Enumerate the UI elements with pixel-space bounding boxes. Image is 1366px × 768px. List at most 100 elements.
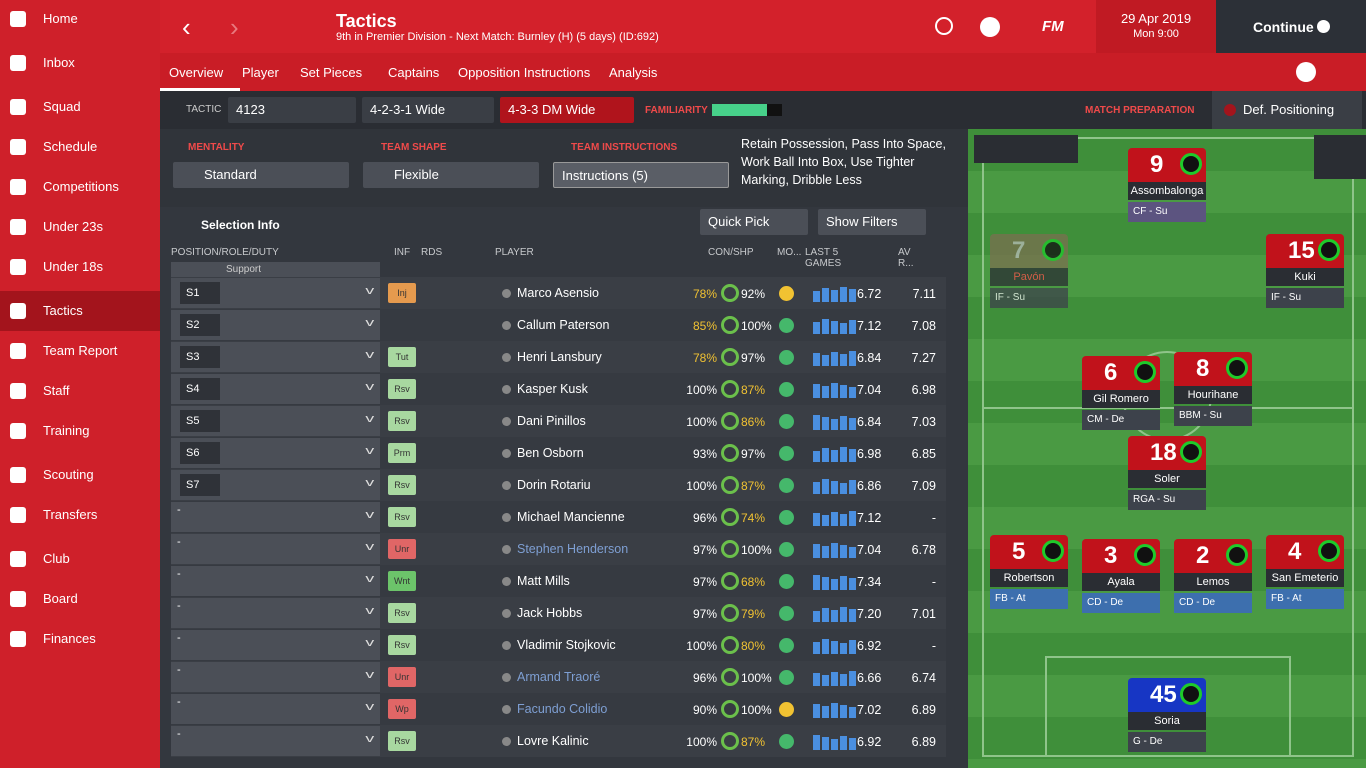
player-name[interactable]: Henri Lansbury xyxy=(517,350,602,364)
tab[interactable]: Opposition Instructions xyxy=(458,65,591,80)
nav-item[interactable]: Home xyxy=(0,0,160,39)
player-card[interactable]: 5 Robertson FB - At xyxy=(990,535,1068,611)
condition: 85% xyxy=(692,319,717,333)
table-row[interactable]: - v Rsv Lovre Kalinic 100% 87% 6.92 6.89 xyxy=(171,725,946,757)
player-name[interactable]: Vladimir Stojkovic xyxy=(517,638,616,652)
tab[interactable]: Overview xyxy=(169,65,224,80)
nav-item[interactable]: Competitions xyxy=(0,167,160,207)
instructions-button[interactable]: Instructions (5) xyxy=(553,162,729,188)
table-row[interactable]: S3 v Tut Henri Lansbury 78% 97% 6.84 7.27 xyxy=(171,341,946,373)
form-bar xyxy=(813,544,820,558)
formation-dropdown[interactable]: 4-2-3-1 Wide xyxy=(362,97,494,123)
tab[interactable]: Captains xyxy=(388,65,440,80)
player-card[interactable]: 9 Assombalonga CF - Su xyxy=(1128,148,1206,224)
table-row[interactable]: S6 v Prm Ben Osborn 93% 97% 6.98 6.85 xyxy=(171,437,946,469)
column-header[interactable]: CON/SHP xyxy=(708,247,754,258)
player-name[interactable]: Facundo Colidio xyxy=(517,702,608,716)
table-row[interactable]: - v Unr Armand Traoré 96% 100% 6.66 6.74 xyxy=(171,661,946,693)
column-header[interactable]: MO... xyxy=(777,247,802,258)
shape-dropdown[interactable]: Flexible xyxy=(363,162,539,188)
nav-item[interactable]: Training xyxy=(0,411,160,451)
nav-item[interactable]: Scouting xyxy=(0,455,160,495)
table-row[interactable]: - v Rsv Jack Hobbs 97% 79% 7.20 7.01 xyxy=(171,597,946,629)
fm-logo[interactable]: FM xyxy=(1042,18,1064,35)
table-row[interactable]: - v Rsv Vladimir Stojkovic 100% 80% 6.92- xyxy=(171,629,946,661)
match-prep-link[interactable]: MATCH PREPARATION xyxy=(1085,105,1195,116)
player-card[interactable]: 3 Ayala CD - De xyxy=(1082,539,1160,615)
role-ring xyxy=(1226,357,1248,379)
forward-button[interactable]: › xyxy=(230,12,239,42)
player-name[interactable]: Dani Pinillos xyxy=(517,414,586,428)
nav-item[interactable]: Board xyxy=(0,579,160,619)
nav-item[interactable]: Schedule xyxy=(0,127,160,167)
table-row[interactable]: S1 v Inj Marco Asensio 78% 92% 6.72 7.11 xyxy=(171,277,946,309)
tab[interactable]: Analysis xyxy=(609,65,658,80)
formation-dropdown[interactable]: 4-3-3 DM Wide xyxy=(500,97,634,123)
focus-dropdown[interactable]: Def. Positioning xyxy=(1243,102,1335,117)
table-row[interactable]: S4 v Rsv Kasper Kusk 100% 87% 7.04 6.98 xyxy=(171,373,946,405)
view-toggle[interactable] xyxy=(974,135,1078,163)
table-row[interactable]: - v Rsv Michael Mancienne 96% 74% 7.12- xyxy=(171,501,946,533)
player-card[interactable]: 6 Gil Romero CM - De xyxy=(1082,356,1160,432)
column-header[interactable]: RDS xyxy=(421,247,443,258)
position-slot: - xyxy=(177,568,181,580)
player-name[interactable]: Jack Hobbs xyxy=(517,606,583,620)
condition: 90% xyxy=(692,703,717,717)
player-card[interactable]: 18 Soler RGA - Su xyxy=(1128,436,1206,512)
quick-pick[interactable]: Quick Pick xyxy=(700,209,808,235)
selection-info[interactable]: Selection Info xyxy=(201,218,280,232)
player-role: FB - At xyxy=(990,589,1068,609)
condition: 100% xyxy=(686,415,717,429)
nav-item[interactable]: Squad xyxy=(0,87,160,127)
column-header[interactable]: PLAYER xyxy=(495,247,534,258)
panel-toggle[interactable] xyxy=(1314,135,1366,179)
nav-item[interactable]: Team Report xyxy=(0,331,160,371)
nav-item[interactable]: Under 18s xyxy=(0,247,160,287)
nav-item[interactable]: Staff xyxy=(0,371,160,411)
player-card[interactable]: 2 Lemos CD - De xyxy=(1174,539,1252,615)
nav-item[interactable]: Transfers xyxy=(0,495,160,535)
player-name[interactable]: Stephen Henderson xyxy=(517,542,629,556)
player-name[interactable]: Armand Traoré xyxy=(517,670,601,684)
player-name[interactable]: Dorin Rotariu xyxy=(517,478,591,492)
player-name[interactable]: Ben Osborn xyxy=(517,446,584,460)
search-icon[interactable] xyxy=(935,17,953,35)
player-name[interactable]: Kasper Kusk xyxy=(517,382,588,396)
nav-item[interactable]: Finances xyxy=(0,619,160,659)
player-name[interactable]: Michael Mancienne xyxy=(517,510,625,524)
table-row[interactable]: - v Unr Stephen Henderson 97% 100% 7.04 6.78 xyxy=(171,533,946,565)
nav-item[interactable]: Under 23s xyxy=(0,207,160,247)
table-row[interactable]: S2 v Callum Paterson 85% 100% 7.12 7.08 xyxy=(171,309,946,341)
back-button[interactable]: ‹ xyxy=(182,12,191,42)
nav-item[interactable]: Club xyxy=(0,539,160,579)
tab[interactable]: Set Pieces xyxy=(300,65,363,80)
player-name[interactable]: Lovre Kalinic xyxy=(517,734,589,748)
nav-item[interactable]: Inbox xyxy=(0,43,160,83)
player-card[interactable]: 4 San Emeterio FB - At xyxy=(1266,535,1344,611)
column-header[interactable]: INF xyxy=(394,247,411,258)
player-name[interactable]: Callum Paterson xyxy=(517,318,610,332)
player-card[interactable]: 15 Kuki IF - Su xyxy=(1266,234,1344,310)
player-card[interactable]: 7 Pavón IF - Su xyxy=(990,234,1068,310)
help-icon[interactable] xyxy=(1296,62,1316,82)
tactic-dropdown[interactable]: 4123 xyxy=(228,97,356,123)
nav-item[interactable]: Tactics xyxy=(0,291,160,331)
column-header[interactable]: POSITION/ROLE/DUTY xyxy=(171,247,279,258)
continue-button[interactable]: Continue xyxy=(1216,0,1366,53)
tab[interactable]: Player xyxy=(242,65,279,80)
mentality-dropdown[interactable]: Standard xyxy=(173,162,349,188)
show-filters[interactable]: Show Filters xyxy=(818,209,926,235)
column-header[interactable]: AV R... xyxy=(898,247,914,269)
table-row[interactable]: S7 v Rsv Dorin Rotariu 100% 87% 6.86 7.09 xyxy=(171,469,946,501)
table-row[interactable]: - v Wp Facundo Colidio 90% 100% 7.02 6.89 xyxy=(171,693,946,725)
info-badge: Wp xyxy=(388,699,416,719)
table-row[interactable]: - v Wnt Matt Mills 97% 68% 7.34- xyxy=(171,565,946,597)
player-card[interactable]: 8 Hourihane BBM - Su xyxy=(1174,352,1252,428)
table-row[interactable]: S5 v Rsv Dani Pinillos 100% 86% 6.84 7.03 xyxy=(171,405,946,437)
column-header[interactable]: LAST 5 GAMES xyxy=(805,247,842,269)
player-card[interactable]: 45 Soria G - De xyxy=(1128,678,1206,754)
player-name[interactable]: Marco Asensio xyxy=(517,286,599,300)
world-icon[interactable] xyxy=(980,17,1000,37)
player-name[interactable]: Matt Mills xyxy=(517,574,570,588)
partial-row: Support xyxy=(171,262,380,277)
